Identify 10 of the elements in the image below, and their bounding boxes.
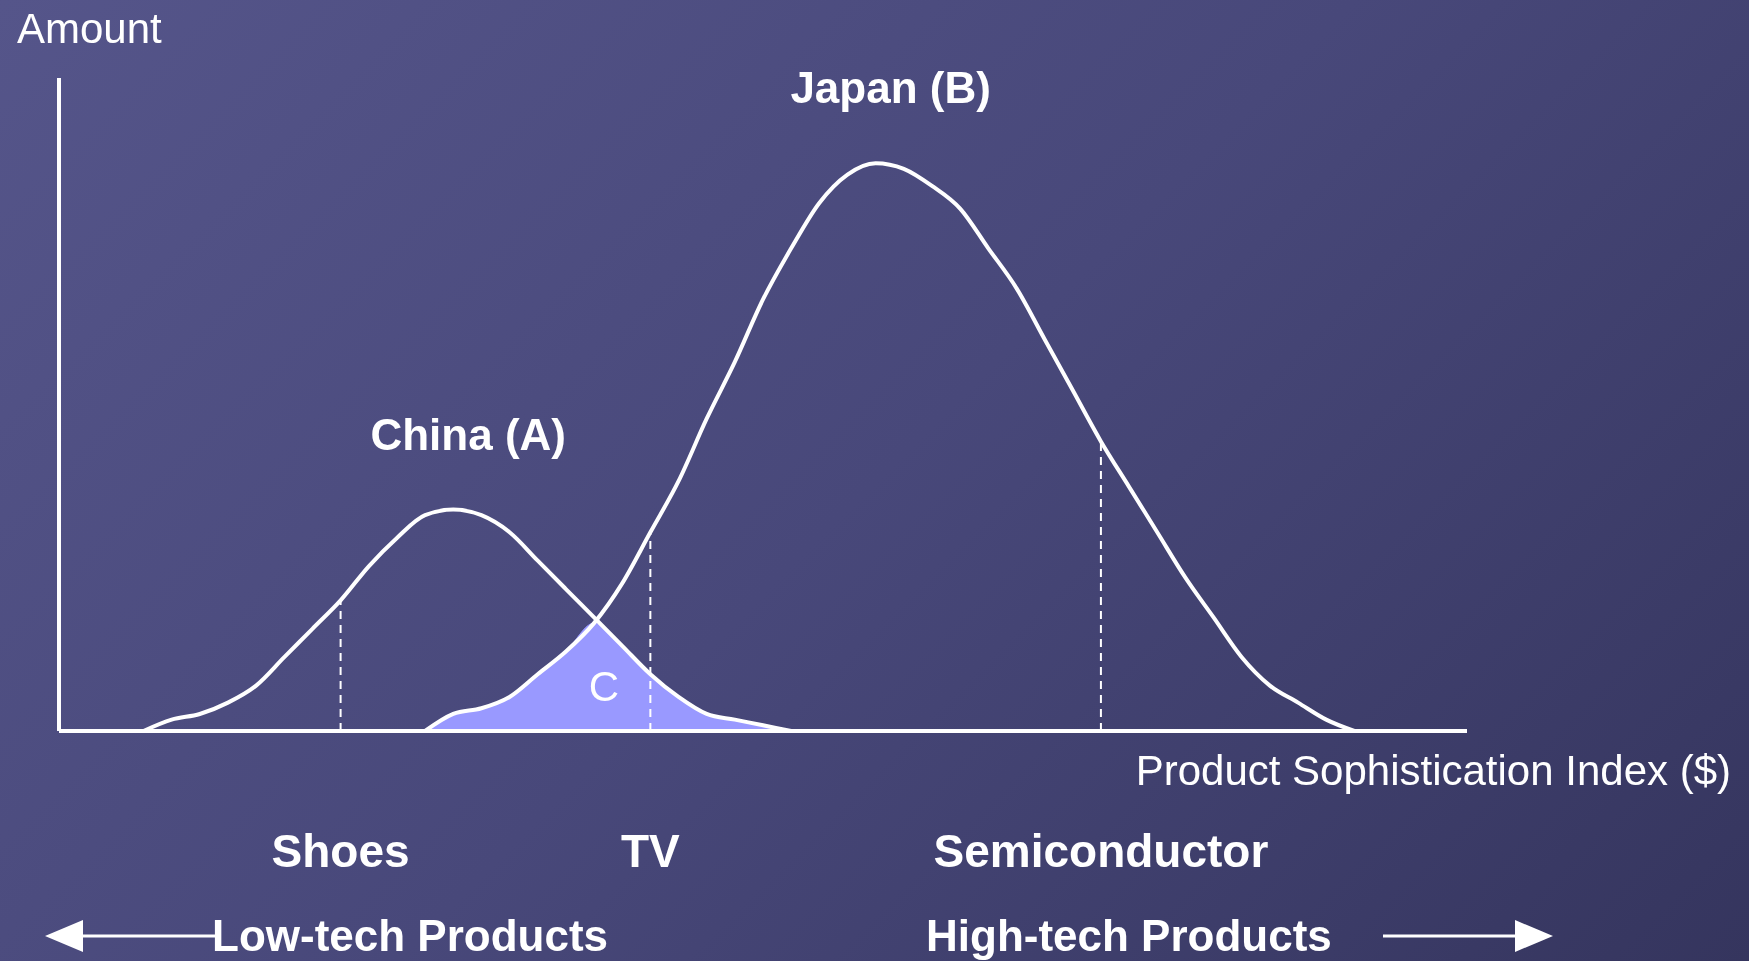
series-label: China (A) bbox=[370, 409, 567, 459]
y-axis-title: Amount bbox=[17, 5, 162, 52]
x-axis-title: Product Sophistication Index ($) bbox=[1135, 747, 1731, 794]
x-tick-label: Semiconductor bbox=[933, 824, 1269, 877]
text: Low-tech Products bbox=[212, 911, 609, 960]
x-tick-label: TV bbox=[620, 824, 681, 877]
series-label: C bbox=[588, 663, 620, 711]
text: High-tech Products bbox=[926, 911, 1332, 960]
x-tick-label: Shoes bbox=[271, 824, 410, 877]
series-label: Japan (B) bbox=[790, 63, 991, 113]
